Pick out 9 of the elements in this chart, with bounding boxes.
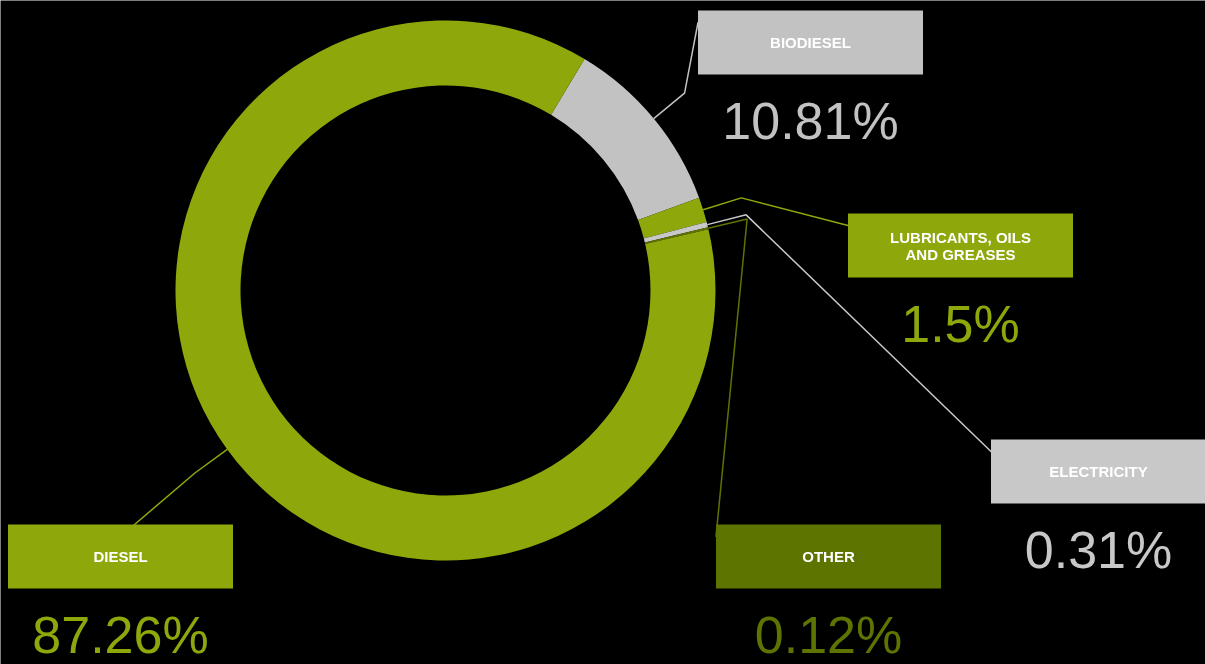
data-label: 0.12%	[754, 605, 903, 664]
slice-label: OTHER	[802, 548, 855, 565]
data-label: 0.31%	[1024, 520, 1173, 579]
slice-label: DIESEL	[93, 548, 148, 565]
slice-label: LUBRICANTS, OILS AND GREASES	[890, 228, 1031, 263]
data-label: 87.26%	[32, 605, 209, 664]
data-label: 10.81%	[722, 91, 899, 150]
data-label: 1.5%	[901, 294, 1020, 353]
slice-label: BIODIESEL	[770, 34, 851, 51]
